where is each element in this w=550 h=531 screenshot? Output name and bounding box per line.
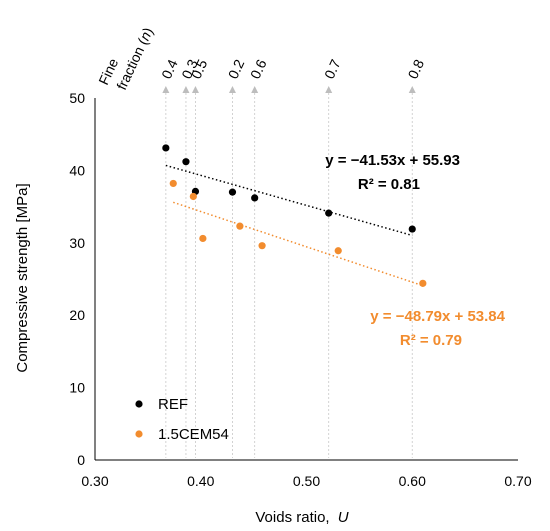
cem-trendline [173, 201, 424, 287]
y-tick-label: 30 [69, 235, 85, 251]
cem-data-point [199, 234, 207, 243]
cem-data-point [236, 222, 244, 230]
fraction-tick-label: 0.2 [225, 57, 248, 82]
ref-data-point [228, 188, 237, 196]
fraction-guide-arrow [251, 86, 259, 93]
data-points [162, 144, 427, 287]
fraction-tick-label: 0.6 [247, 57, 270, 82]
x-tick-label: 0.30 [81, 473, 108, 489]
fraction-guide-arrow [408, 86, 416, 93]
y-tick-label: 50 [69, 90, 85, 106]
ref-data-point [408, 225, 416, 233]
x-tick-label: 0.50 [293, 473, 320, 489]
fraction-tick-label: 0.3 [178, 57, 201, 82]
cem-equation: y = −48.79x + 53.84 [370, 308, 505, 325]
trendlines [165, 164, 424, 287]
y-tick-label: 40 [69, 162, 85, 178]
x-tick-label: 0.60 [399, 473, 426, 489]
top-axis-title-close: ) [140, 25, 156, 36]
y-axis-label: Compressive strength [MPa] [14, 183, 31, 372]
ref-data-point [162, 144, 170, 152]
cem-data-point [419, 279, 427, 287]
ref-equation: y = −41.53x + 55.93 [325, 152, 460, 169]
cem-r-squared: R² = 0.79 [400, 332, 462, 349]
ref-r-squared: R² = 0.81 [358, 176, 420, 193]
fraction-guide-arrow [325, 86, 333, 93]
fraction-tick-label: 0.4 [158, 57, 181, 82]
top-axis-title-line2: fraction (n) [113, 25, 156, 92]
x-tick-label: 0.40 [187, 473, 214, 489]
x-tick-label: 0.70 [504, 473, 531, 489]
cem-data-point [334, 247, 342, 255]
legend-cem-marker [135, 430, 143, 438]
y-tick-label: 0 [77, 452, 85, 468]
legend-cem-label: 1.5CEM54 [158, 426, 229, 443]
fraction-tick-label: 0.8 [404, 57, 427, 82]
fraction-guide-arrow [162, 86, 170, 93]
fraction-tick-label: 0.7 [321, 57, 344, 82]
cem-data-point [189, 192, 197, 201]
y-tick-label: 20 [69, 307, 85, 323]
legend-ref-marker [135, 400, 143, 408]
x-axis-label-text: Voids ratio, [255, 509, 329, 526]
top-axis-guides: 0.40.30.5 0.2 0.6 0.7 0.8 [158, 57, 427, 458]
ref-data-point [325, 209, 333, 217]
ref-data-point [251, 194, 259, 202]
x-axis-label-symbol: U [338, 509, 349, 526]
x-axis-label: Voids ratio, U [255, 509, 348, 526]
legend-ref-label: REF [158, 396, 188, 413]
fraction-guide-arrow [191, 86, 199, 93]
y-tick-label: 10 [69, 380, 85, 396]
cem-data-point [258, 242, 266, 250]
fraction-tick-label: 0.5 [188, 57, 211, 82]
fraction-guide-arrow [182, 86, 190, 93]
cem-data-point [169, 179, 177, 188]
ref-trendline [165, 164, 413, 237]
legend: REF 1.5CEM54 [135, 396, 229, 443]
axis-ticks: 0 10 20 30 40 50 0.30 0.40 0.50 0.60 0.70 [69, 90, 531, 489]
plot-frame [94, 98, 518, 461]
ref-data-point [182, 158, 190, 166]
fraction-guide-arrow [228, 86, 236, 93]
